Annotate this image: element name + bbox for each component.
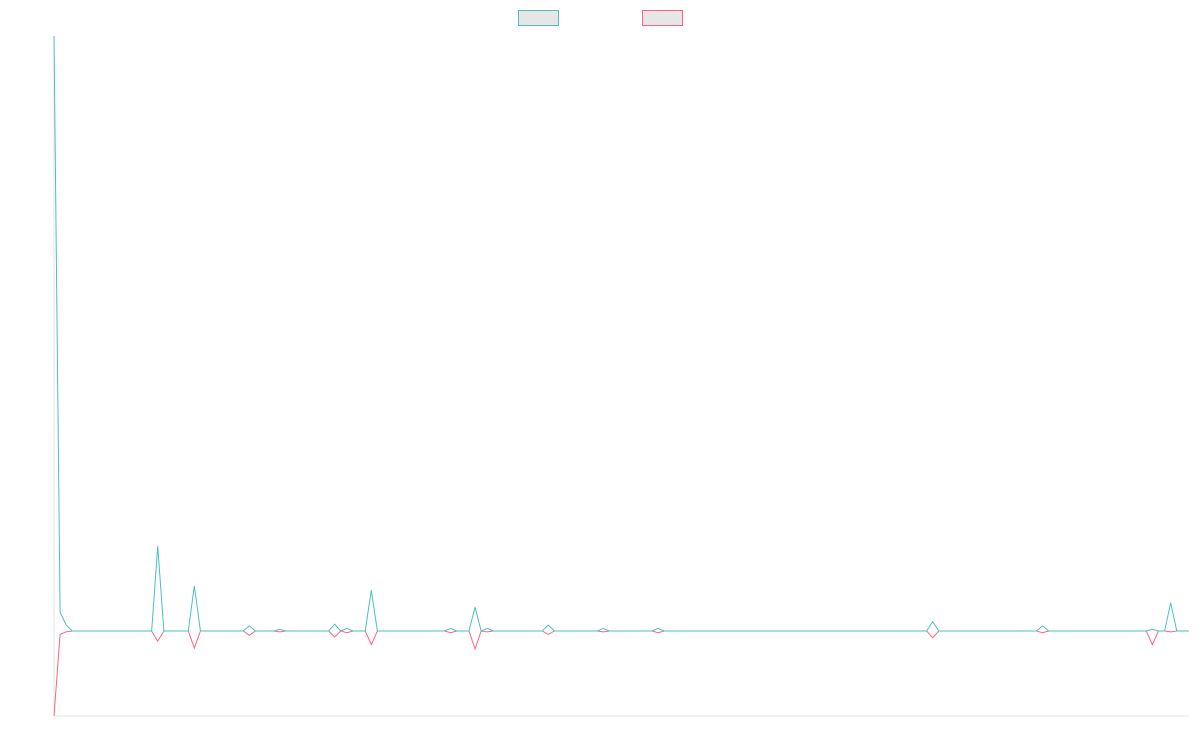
legend-swatch (642, 10, 683, 26)
data-line (53, 630, 1189, 717)
data-line (53, 35, 1189, 632)
legend-swatch (518, 10, 559, 26)
